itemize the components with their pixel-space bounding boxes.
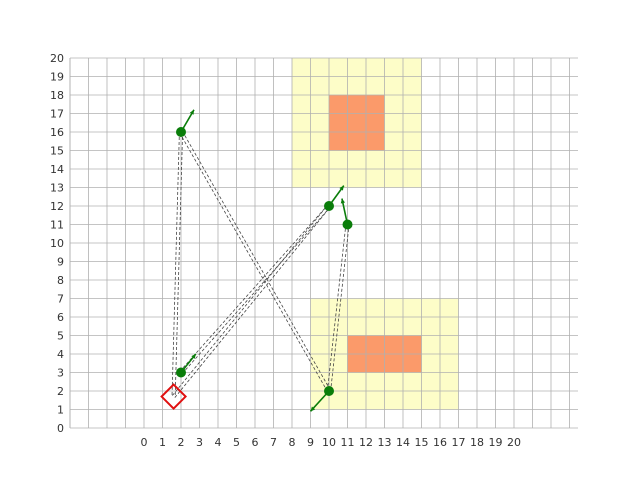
agent-link (171, 131, 180, 397)
x-tick-label: 0 (141, 436, 148, 449)
y-tick-label: 14 (50, 163, 64, 176)
y-tick-label: 19 (50, 71, 64, 84)
y-tick-label: 12 (50, 200, 64, 213)
x-tick-label: 15 (415, 436, 429, 449)
y-tick-label: 3 (57, 367, 64, 380)
x-tick-label: 1 (159, 436, 166, 449)
y-tick-label: 16 (50, 126, 64, 139)
x-tick-label: 4 (215, 436, 222, 449)
agent-link (172, 204, 329, 396)
x-tick-label: 19 (489, 436, 503, 449)
x-tick-label: 18 (470, 436, 484, 449)
agent-arrowhead (340, 198, 346, 204)
y-tick-label: 8 (57, 274, 64, 287)
x-tick-label: 2 (178, 436, 185, 449)
y-tick-label: 4 (57, 348, 64, 361)
x-tick-label: 16 (433, 436, 447, 449)
x-tick-label: 20 (507, 436, 521, 449)
agent-marker-3 (342, 219, 353, 230)
y-tick-label: 7 (57, 293, 64, 306)
y-tick-label: 15 (50, 145, 64, 158)
target-layer (160, 383, 188, 410)
agent-link (181, 206, 331, 374)
y-tick-label: 5 (57, 330, 64, 343)
y-tick-label: 0 (57, 422, 64, 435)
x-tick-label: 7 (270, 436, 277, 449)
x-tick-label: 8 (289, 436, 296, 449)
x-tick-label: 6 (252, 436, 259, 449)
agent-marker-2 (324, 201, 334, 211)
y-tick-label: 20 (50, 52, 64, 65)
x-tick-label: 5 (233, 436, 240, 449)
y-tick-label: 2 (57, 385, 64, 398)
y-tick-label: 13 (50, 182, 64, 195)
agent-marker-1 (176, 367, 186, 378)
agent-link (327, 224, 347, 391)
y-tick-label: 11 (50, 219, 64, 232)
x-axis-ticks: 0 1 2 3 4 5 6 7 8 9 10 11 12 13 14 15 16 17 18 19 20 (141, 436, 522, 449)
zone-inner-1 (329, 95, 385, 151)
x-tick-label: 3 (196, 436, 203, 449)
x-tick-label: 13 (378, 436, 392, 449)
x-tick-label: 11 (341, 436, 355, 449)
y-tick-label: 9 (57, 256, 64, 269)
grid-layer (69, 57, 578, 429)
x-tick-label: 12 (359, 436, 373, 449)
agent-link (174, 132, 183, 397)
y-tick-label: 17 (50, 108, 64, 121)
x-tick-label: 17 (452, 436, 466, 449)
agent-link (179, 204, 329, 372)
x-tick-label: 10 (322, 436, 336, 449)
agent-marker-0 (176, 127, 186, 137)
x-tick-label: 9 (307, 436, 314, 449)
x-tick-label: 14 (396, 436, 410, 449)
agent-link (330, 224, 350, 392)
agent-link (174, 206, 331, 398)
agent-arrowhead (189, 109, 194, 115)
zones-layer (292, 58, 459, 410)
y-tick-label: 6 (57, 311, 64, 324)
y-tick-label: 18 (50, 89, 64, 102)
y-tick-label: 10 (50, 237, 64, 250)
target-diamond (160, 383, 188, 410)
agent-marker-4 (324, 386, 334, 396)
agents-layer (176, 109, 353, 412)
y-tick-label: 1 (57, 404, 64, 417)
agent-arrowhead (310, 406, 316, 412)
links-layer (171, 131, 350, 398)
agent-arrowhead (191, 354, 196, 359)
agent-arrowhead (339, 185, 344, 191)
